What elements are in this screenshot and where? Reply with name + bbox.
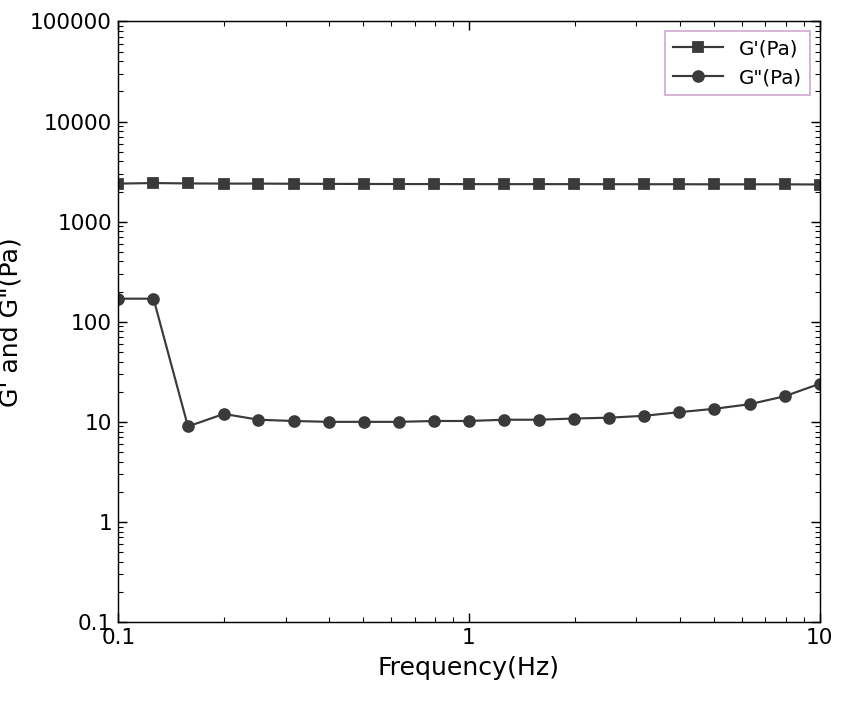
G"(Pa) [604,413,614,422]
G"(Pa) [394,418,404,426]
G'(Pa) [815,180,825,189]
Y-axis label: G' and G"(Pa): G' and G"(Pa) [0,237,23,407]
G'(Pa) [324,179,334,188]
G"(Pa) [674,408,684,416]
G"(Pa) [569,414,579,423]
G'(Pa) [499,180,510,189]
G"(Pa) [499,415,510,424]
G"(Pa) [428,417,439,425]
Line: G'(Pa): G'(Pa) [113,177,825,190]
G"(Pa) [149,295,159,303]
G'(Pa) [254,179,264,188]
X-axis label: Frequency(Hz): Frequency(Hz) [378,656,560,679]
G"(Pa) [464,417,474,425]
G'(Pa) [288,179,298,188]
G'(Pa) [358,179,368,188]
G'(Pa) [604,180,614,189]
G'(Pa) [113,179,123,188]
G"(Pa) [534,415,544,424]
G'(Pa) [639,180,649,189]
G'(Pa) [744,180,755,189]
G"(Pa) [779,392,789,400]
G"(Pa) [710,405,720,413]
G"(Pa) [254,415,264,424]
Legend: G'(Pa), G"(Pa): G'(Pa), G"(Pa) [665,31,810,95]
G"(Pa) [113,295,123,303]
G'(Pa) [183,179,193,188]
G'(Pa) [534,180,544,189]
Line: G"(Pa): G"(Pa) [113,293,825,432]
G"(Pa) [219,410,229,418]
G'(Pa) [464,180,474,189]
G"(Pa) [744,400,755,408]
G'(Pa) [394,179,404,188]
G"(Pa) [324,418,334,426]
G'(Pa) [569,180,579,189]
G"(Pa) [288,417,298,425]
G"(Pa) [815,380,825,388]
G"(Pa) [358,418,368,426]
G"(Pa) [639,412,649,420]
G'(Pa) [779,180,789,189]
G'(Pa) [219,179,229,188]
G'(Pa) [710,180,720,189]
G'(Pa) [674,180,684,189]
G'(Pa) [428,179,439,188]
G'(Pa) [149,179,159,187]
G"(Pa) [183,422,193,430]
